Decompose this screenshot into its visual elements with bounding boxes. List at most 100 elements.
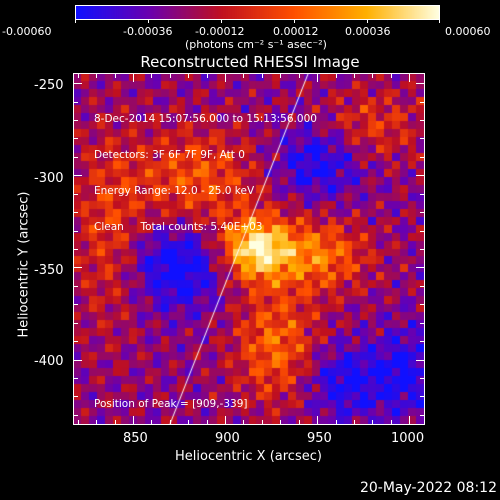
info-detectors: Detectors: 3F 6F 7F 9F, Att 0	[94, 149, 245, 161]
axis-tick	[420, 322, 424, 324]
colorbar-tick-label: -0.00036	[123, 25, 173, 38]
y-tick-label: -400	[34, 354, 64, 369]
colorbar-tick	[367, 19, 368, 23]
axis-tick	[114, 420, 116, 424]
axis-tick	[420, 341, 424, 343]
y-axis-title: Heliocentric Y (arcsec)	[16, 191, 32, 338]
rhessi-image	[74, 74, 424, 424]
axis-tick	[74, 341, 78, 343]
axis-tick	[74, 304, 78, 306]
axis-tick	[188, 74, 190, 78]
axis-tick	[372, 74, 374, 78]
axis-tick	[96, 420, 98, 424]
axis-tick	[354, 74, 355, 78]
axis-tick	[335, 420, 337, 424]
axis-tick	[420, 304, 424, 306]
axis-tick	[74, 83, 82, 85]
axis-tick	[420, 414, 424, 416]
axis-tick	[74, 377, 78, 379]
axis-tick	[390, 74, 392, 78]
axis-tick	[169, 420, 171, 424]
axis-tick	[74, 138, 78, 140]
axis-tick	[74, 230, 78, 232]
axis-tick	[420, 156, 424, 158]
x-tick-label: 950	[307, 431, 332, 446]
axis-tick	[74, 120, 78, 122]
x-axis-title: Heliocentric X (arcsec)	[175, 449, 322, 464]
colorbar-unit-label: (photons cm⁻² s⁻¹ asec⁻²)	[185, 38, 327, 51]
axis-tick	[225, 74, 227, 82]
axis-tick	[77, 74, 79, 78]
axis-tick	[74, 193, 78, 195]
axis-tick	[372, 420, 374, 424]
colorbar-tick	[221, 19, 222, 23]
axis-tick	[420, 212, 424, 214]
axis-tick	[169, 74, 171, 78]
axis-tick	[298, 420, 300, 424]
peak-position-text: Position of Peak = [909,-339]	[94, 398, 248, 410]
axis-tick	[132, 416, 134, 424]
colorbar-tick-label: 0.00060	[445, 25, 491, 38]
x-tick-label: 900	[215, 431, 240, 446]
axis-tick	[74, 359, 82, 361]
axis-tick	[74, 322, 78, 324]
info-time-range: 8-Dec-2014 15:07:56.000 to 15:13:56.000	[94, 113, 317, 125]
plot-frame	[73, 73, 425, 425]
x-tick-label: 850	[123, 431, 148, 446]
axis-tick	[409, 416, 411, 424]
axis-tick	[416, 83, 424, 85]
colorbar-tick-label: 0.00036	[345, 25, 391, 38]
y-tick-label: -300	[34, 171, 64, 186]
axis-tick	[420, 285, 424, 287]
footer-timestamp: 20-May-2022 08:12	[359, 480, 497, 496]
axis-tick	[420, 396, 424, 398]
axis-tick	[261, 420, 263, 424]
axis-tick	[74, 156, 78, 158]
axis-tick	[74, 101, 78, 103]
axis-tick	[74, 175, 82, 177]
colorbar-tick	[439, 19, 440, 23]
y-tick-label: -250	[34, 78, 64, 93]
axis-tick	[77, 420, 79, 424]
axis-tick	[96, 74, 98, 78]
axis-tick	[280, 74, 282, 78]
axis-tick	[420, 193, 424, 195]
axis-tick	[317, 416, 319, 424]
axis-tick	[335, 74, 337, 78]
axis-tick	[409, 74, 411, 82]
axis-tick	[420, 249, 424, 250]
colorbar-tick-label: -0.00060	[2, 25, 52, 38]
axis-tick	[188, 420, 190, 424]
info-energy-range: Energy Range: 12.0 - 25.0 keV	[94, 185, 255, 197]
axis-tick	[114, 74, 116, 78]
colorbar-tick	[294, 19, 295, 23]
x-tick-label: 1000	[391, 431, 425, 446]
axis-tick	[420, 377, 424, 379]
axis-tick	[390, 420, 392, 424]
axis-tick	[206, 420, 208, 424]
axis-tick	[420, 138, 424, 140]
colorbar-tick-label: -0.00012	[195, 25, 245, 38]
axis-tick	[151, 420, 153, 424]
colorbar	[75, 5, 440, 20]
colorbar-tick	[148, 19, 149, 23]
axis-tick	[416, 175, 424, 177]
plot-title: Reconstructed RHESSI Image	[140, 53, 360, 71]
axis-tick	[420, 230, 424, 232]
axis-tick	[225, 416, 227, 424]
axis-tick	[74, 212, 78, 214]
axis-tick	[298, 74, 300, 78]
colorbar-tick	[75, 19, 76, 23]
axis-tick	[317, 74, 319, 82]
axis-tick	[280, 420, 282, 424]
axis-tick	[261, 74, 263, 78]
axis-tick	[74, 396, 78, 398]
info-clean-counts: Clean Total counts: 5.40E+03	[94, 221, 263, 233]
axis-tick	[243, 74, 245, 78]
info-overlay: 8-Dec-2014 15:07:56.000 to 15:13:56.000 …	[94, 89, 317, 245]
axis-tick	[151, 74, 153, 78]
axis-tick	[354, 420, 355, 424]
axis-tick	[74, 249, 78, 250]
axis-tick	[416, 267, 424, 269]
axis-tick	[420, 120, 424, 122]
